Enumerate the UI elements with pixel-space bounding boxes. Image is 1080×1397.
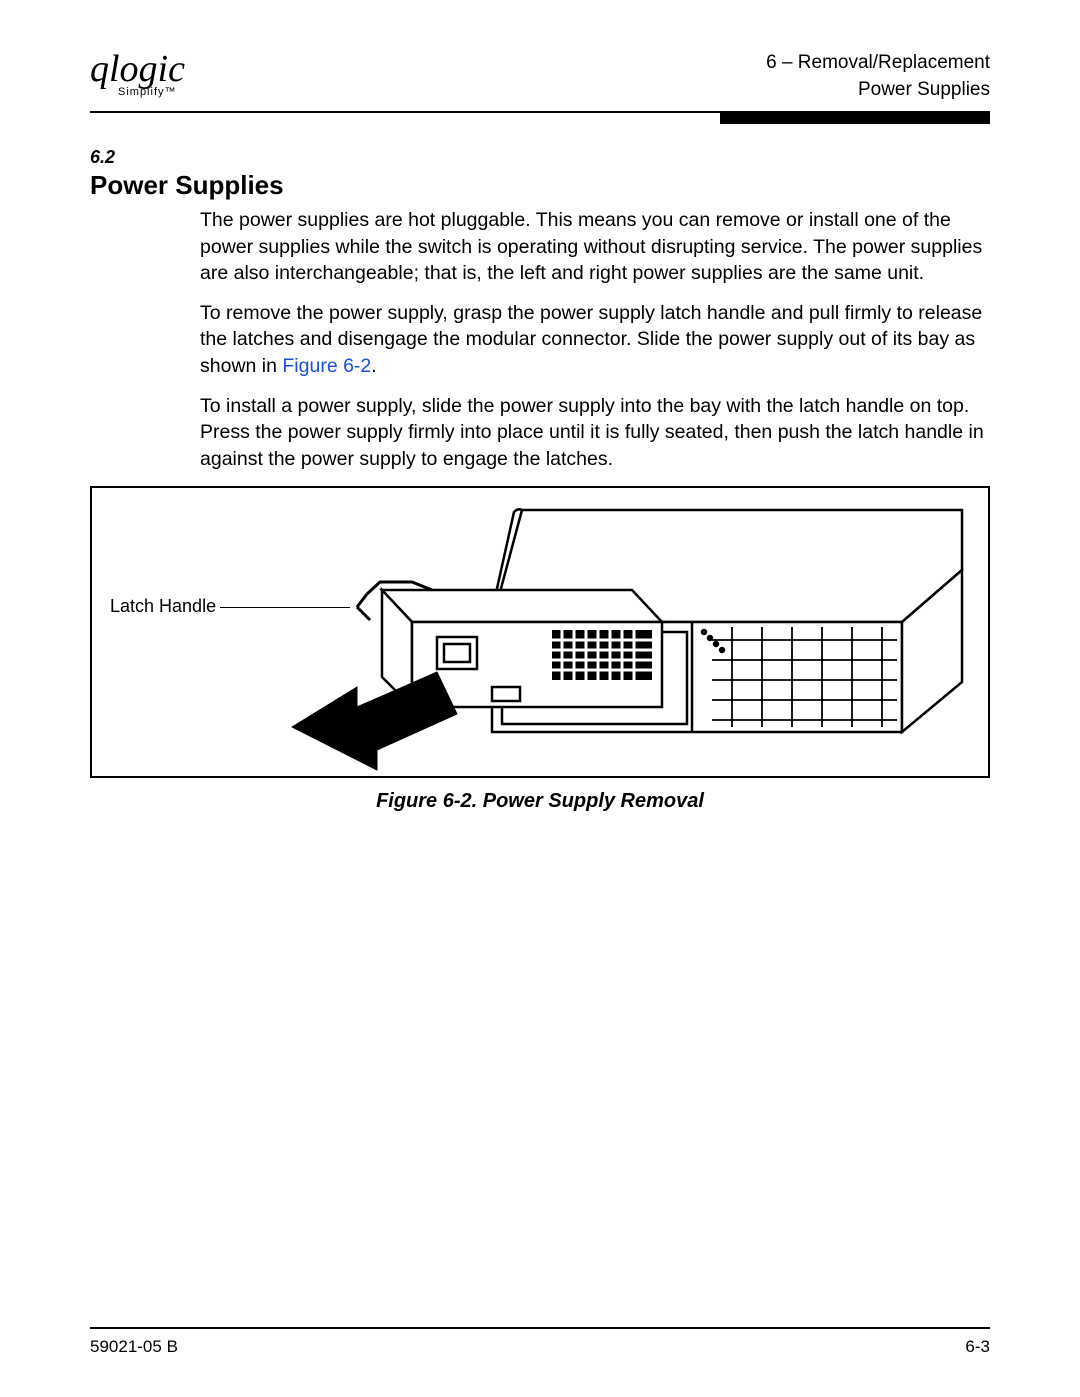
paragraph-2b: . — [371, 355, 376, 377]
paragraph-3: To install a power supply, slide the pow… — [200, 393, 990, 472]
logo: qlogic Simplify™ — [90, 50, 185, 98]
footer-rule — [90, 1327, 990, 1329]
section-label: Power Supplies — [766, 77, 990, 104]
figure-link[interactable]: Figure 6-2 — [282, 355, 371, 377]
section-number: 6.2 — [90, 147, 990, 168]
figure-box: Latch Handle — [90, 486, 990, 778]
section-title: Power Supplies — [90, 170, 990, 201]
header-breadcrumb: 6 – Removal/Replacement Power Supplies — [766, 50, 990, 103]
header-black-bar — [720, 111, 990, 124]
body-text: The power supplies are hot pluggable. Th… — [200, 207, 990, 472]
header-rule — [90, 111, 990, 113]
paragraph-2: To remove the power supply, grasp the po… — [200, 300, 990, 379]
chapter-label: 6 – Removal/Replacement — [766, 50, 990, 77]
power-supply-diagram — [262, 492, 972, 776]
page-header: qlogic Simplify™ 6 – Removal/Replacement… — [90, 50, 990, 103]
logo-tagline: Simplify™ — [118, 86, 177, 98]
figure-caption: Figure 6-2. Power Supply Removal — [90, 790, 990, 813]
paragraph-1: The power supplies are hot pluggable. Th… — [200, 207, 990, 286]
page-number: 6-3 — [965, 1337, 990, 1357]
doc-id: 59021-05 B — [90, 1337, 178, 1357]
logo-text: qlogic — [90, 50, 185, 88]
page-footer: 59021-05 B 6-3 — [90, 1327, 990, 1357]
latch-handle-label: Latch Handle — [110, 596, 216, 617]
